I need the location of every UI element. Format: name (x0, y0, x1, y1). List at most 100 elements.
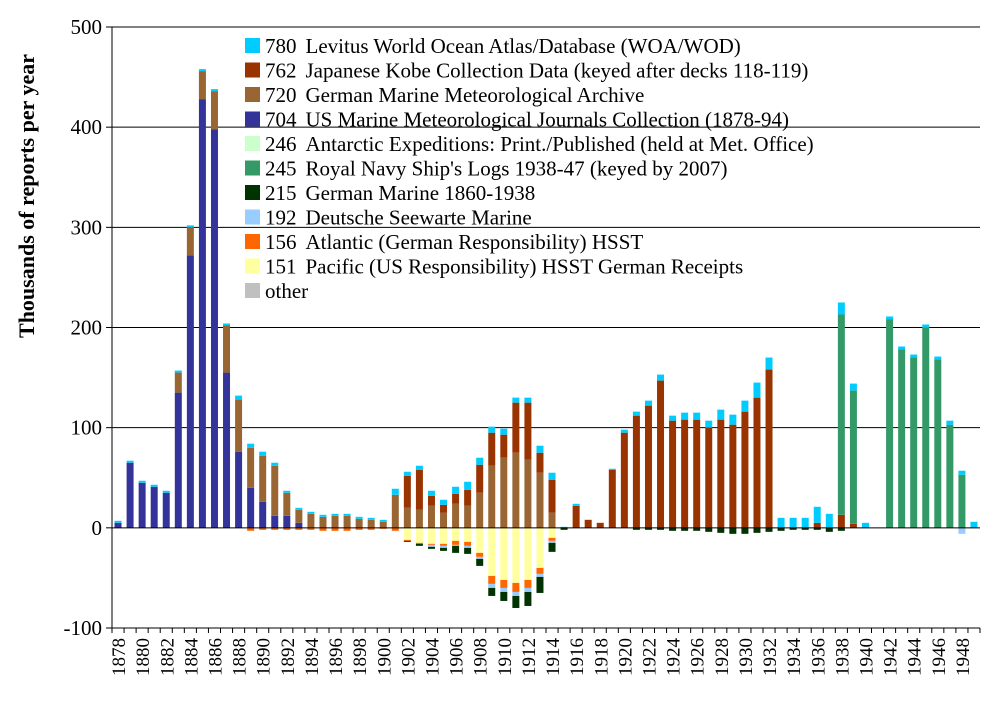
bar-704-1884 (186, 255, 194, 528)
bar-215-1926 (693, 527, 701, 531)
legend-entry-762: 762 Japanese Kobe Collection Data (keyed … (265, 59, 808, 83)
bar-215-1928 (717, 527, 725, 533)
bar-156-1892 (283, 527, 291, 530)
bar-720-1892 (283, 492, 291, 516)
legend-label: US Marine Meteorological Journals Collec… (306, 108, 789, 132)
legend-code: 704 (265, 108, 297, 132)
x-tick-label: 1878 (109, 638, 130, 676)
bar-156-1914 (548, 537, 556, 541)
bar-215-1935 (801, 527, 809, 530)
bar-215-1905 (440, 547, 448, 551)
bar-780-1905 (440, 499, 448, 505)
bar-762-1930 (741, 411, 749, 528)
bar-720-1897 (343, 515, 351, 528)
bar-215-1931 (753, 527, 761, 533)
legend-swatch-215 (245, 185, 260, 200)
bar-156-1893 (295, 527, 303, 530)
x-tick-label: 1910 (495, 638, 516, 676)
bar-780-1896 (331, 513, 339, 516)
bar-780-1899 (367, 517, 375, 520)
bar-780-1907 (464, 481, 472, 490)
bar-762-1920 (620, 432, 628, 528)
bar-156-1907 (464, 541, 472, 546)
x-tick-label: 1906 (447, 638, 468, 676)
bar-245-1939 (849, 390, 857, 524)
legend-code: 215 (265, 181, 297, 205)
bar-720-1893 (295, 509, 303, 523)
bar-780-1909 (488, 426, 496, 433)
bar-780-1943 (898, 346, 906, 350)
bar-780-1884 (186, 225, 194, 228)
bar-720-1896 (331, 515, 339, 528)
bar-704-1883 (174, 392, 182, 528)
bar-780-1913 (536, 445, 544, 453)
bar-780-1945 (922, 324, 930, 328)
bar-245-1943 (898, 349, 906, 528)
bar-780-1922 (644, 400, 652, 406)
bars (114, 69, 978, 608)
bar-780-1940 (861, 522, 869, 528)
x-tick-label: 1944 (905, 638, 926, 677)
bar-762-1902 (403, 475, 411, 508)
x-tick-label: 1924 (664, 638, 685, 677)
bar-151-1908 (476, 527, 484, 553)
bar-215-1938 (837, 527, 845, 531)
bar-762-1913 (536, 452, 544, 473)
legend-entry-156: 156 Atlantic (German Responsibility) HSST (265, 230, 643, 254)
bar-762-1929 (729, 424, 737, 528)
legend-entry-245: 245 Royal Navy Ship's Logs 1938-47 (keyed… (265, 157, 728, 181)
legend-entry-other: other (265, 279, 308, 303)
bar-780-1946 (934, 356, 942, 360)
bar-215-1937 (825, 527, 833, 532)
bar-151-1907 (464, 527, 472, 542)
bar-156-1894 (307, 527, 315, 530)
bar-720-1883 (174, 372, 182, 393)
x-tick-label: 1902 (398, 638, 419, 676)
bar-780-1914 (548, 472, 556, 480)
legend-label: German Marine 1860-1938 (306, 181, 536, 205)
bar-156-1889 (247, 527, 255, 531)
bar-156-1913 (536, 567, 544, 574)
bar-192-1912 (524, 587, 532, 592)
bar-192-1909 (488, 583, 496, 588)
bar-215-1923 (657, 527, 665, 530)
bar-720-1887 (223, 325, 231, 373)
bar-762-1924 (669, 420, 677, 528)
bar-215-1908 (476, 558, 484, 566)
bar-245-1938 (837, 314, 845, 515)
bar-704-1878 (114, 522, 122, 528)
x-tick-label: 1928 (712, 638, 733, 676)
bar-720-1909 (488, 465, 496, 528)
bar-215-1925 (681, 527, 689, 531)
bar-704-1889 (247, 487, 255, 528)
bar-192-1908 (476, 556, 484, 559)
bar-704-1886 (210, 129, 218, 528)
bar-156-1911 (512, 582, 520, 592)
bar-762-1908 (476, 464, 484, 493)
bar-780-1923 (657, 374, 665, 381)
bar-780-1916 (572, 503, 580, 506)
legend-label: Antarctic Expeditions: Print./Published … (306, 132, 814, 156)
bar-192-1907 (464, 545, 472, 548)
bar-780-1921 (632, 411, 640, 416)
bar-720-1902 (403, 507, 411, 528)
x-tick-label: 1900 (374, 638, 395, 676)
bar-780-1930 (741, 400, 749, 412)
bar-762-1917 (584, 519, 592, 528)
bar-215-1927 (705, 527, 713, 532)
legend-swatch-780 (245, 38, 260, 53)
bar-720-1900 (379, 521, 387, 528)
bar-151-1909 (488, 527, 496, 576)
x-tick-label: 1918 (591, 638, 612, 676)
bar-720-1885 (198, 71, 206, 100)
bar-780-1895 (319, 514, 327, 517)
x-tick-label: 1916 (567, 638, 588, 676)
legend-label: Levitus World Ocean Atlas/Database (WOA/… (306, 34, 741, 58)
bar-780-1931 (753, 382, 761, 398)
bar-156-1910 (500, 579, 508, 588)
x-tick-label: 1932 (760, 638, 781, 676)
bar-780-1933 (777, 517, 785, 528)
bar-720-1894 (307, 513, 315, 528)
bar-192-1910 (500, 587, 508, 592)
